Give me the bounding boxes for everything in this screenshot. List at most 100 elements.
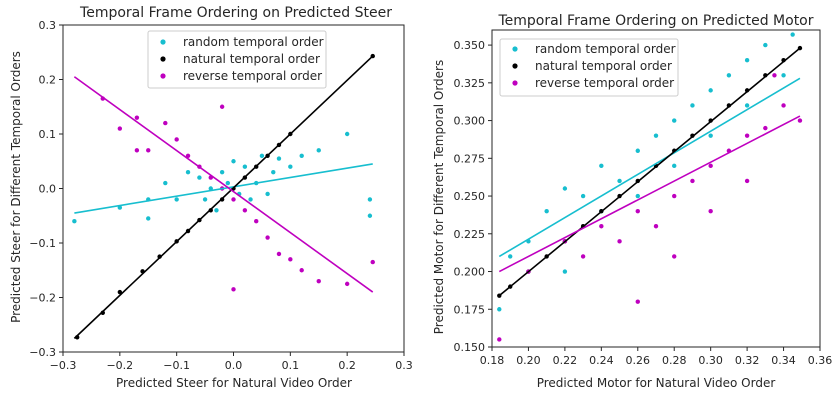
steer-point-random [367,213,373,218]
steer-x-ticks: −0.3 −0.2 −0.1 0.0 0.1 0.2 0.3 [50,352,413,372]
steer-point-reverse [370,259,375,265]
motor-point-random [508,254,513,259]
steer-fit-line-natural [73,55,374,339]
motor-legend-label-random: random temporal order [535,42,676,56]
motor-point-random [544,208,549,214]
steer-point-reverse [231,287,236,292]
steer-x-tick-label: 0.0 [225,359,243,372]
motor-point-reverse [580,254,586,259]
motor-point-random [781,73,786,78]
steer-point-random [174,197,179,202]
steer-point-reverse [219,104,225,109]
steer-y-axis-label: Predicted Steer for Different Temporal O… [9,51,23,323]
motor-point-reverse [617,239,622,244]
motor-point-random [599,163,604,169]
motor-x-ticks: 0.18 0.20 0.22 0.24 0.26 0.28 0.30 0.32 0.34 0.36 [480,347,833,367]
motor-point-random [635,193,640,199]
motor-point-random [562,269,568,274]
steer-point-reverse [146,148,151,153]
steer-point-random [185,169,191,175]
steer-point-natural [117,289,123,295]
steer-x-tick-label: −0.3 [50,359,77,372]
motor-point-reverse [744,133,750,138]
steer-point-random [248,197,253,202]
steer-point-reverse [174,137,179,142]
motor-legend-label-reverse: reverse temporal order [535,76,674,90]
steer-x-axis-label: Predicted Steer for Natural Video Order [116,376,352,390]
motor-point-reverse [497,337,502,342]
motor-y-axis-label: Predicted Motor for Different Temporal O… [432,60,446,334]
steer-point-reverse [185,153,191,158]
steer-point-reverse [134,148,140,153]
motor-legend-marker-natural [512,63,518,69]
steer-point-random [288,164,293,169]
steer-point-reverse [276,251,282,257]
motor-point-random [744,57,750,63]
steer-y-tick-label: 0.1 [39,128,57,141]
motor-legend-label-natural: natural temporal order [535,59,672,73]
steer-point-random [271,169,276,175]
steer-point-reverse [254,219,259,224]
motor-point-reverse [708,163,713,169]
steer-point-random [242,164,248,169]
steer-legend-label-natural: natural temporal order [183,52,320,66]
steer-point-reverse [231,197,236,202]
steer-legend-label-reverse: reverse temporal order [183,69,322,83]
motor-point-random [562,186,568,191]
steer-point-random [231,159,236,164]
motor-point-reverse [672,254,677,259]
motor-point-reverse [672,193,677,199]
motor-fit-line-reverse [498,115,801,273]
motor-y-tick-label: 0.150 [454,341,486,354]
motor-point-reverse [797,118,803,123]
motor-chart: Temporal Frame Ordering on Predicted Mot… [432,13,832,390]
motor-plot-area [491,29,821,348]
steer-point-reverse [134,115,140,120]
steer-legend-label-random: random temporal order [183,35,324,49]
motor-fit-line-natural [498,47,801,297]
motor-point-random [635,148,640,153]
motor-point-reverse [653,224,659,229]
steer-fit-line-random [74,163,373,214]
motor-x-tick-label: 0.18 [480,354,505,367]
motor-x-tick-label: 0.20 [516,354,541,367]
motor-point-random [617,178,622,184]
steer-point-reverse [163,120,168,126]
steer-y-tick-label: −0.3 [29,346,56,359]
steer-point-random [72,219,77,224]
motor-point-random [708,88,713,93]
steer-point-random [197,175,202,180]
motor-x-tick-label: 0.24 [589,354,614,367]
steer-y-tick-label: −0.1 [29,237,56,250]
motor-point-reverse [635,299,640,304]
motor-point-reverse [772,73,777,78]
steer-y-tick-label: −0.2 [29,292,56,305]
motor-fit-lines [498,47,801,297]
motor-y-tick-label: 0.325 [454,77,486,90]
motor-y-tick-label: 0.350 [454,39,486,52]
steer-legend-marker-random [160,39,166,45]
steer-point-random [163,180,168,186]
steer-point-reverse [288,257,293,262]
motor-point-random [690,103,695,108]
motor-x-tick-label: 0.34 [771,354,796,367]
steer-fit-lines [73,55,374,339]
motor-x-tick-label: 0.30 [698,354,723,367]
motor-x-tick-label: 0.22 [553,354,578,367]
steer-legend: random temporal order natural temporal o… [147,30,327,89]
steer-y-tick-label: 0.3 [39,19,57,32]
motor-point-reverse [781,103,786,108]
steer-point-reverse [265,235,270,240]
steer-point-reverse [344,281,350,287]
steer-x-tick-label: 0.1 [282,359,300,372]
motor-x-tick-label: 0.36 [808,354,833,367]
steer-point-random [225,180,231,186]
steer-x-tick-label: 0.2 [338,359,356,372]
motor-point-random [672,163,677,169]
motor-x-tick-label: 0.26 [626,354,651,367]
steer-point-random [214,208,219,213]
motor-legend-marker-random [512,46,518,52]
motor-x-tick-label: 0.32 [735,354,760,367]
motor-point-random [763,42,768,48]
